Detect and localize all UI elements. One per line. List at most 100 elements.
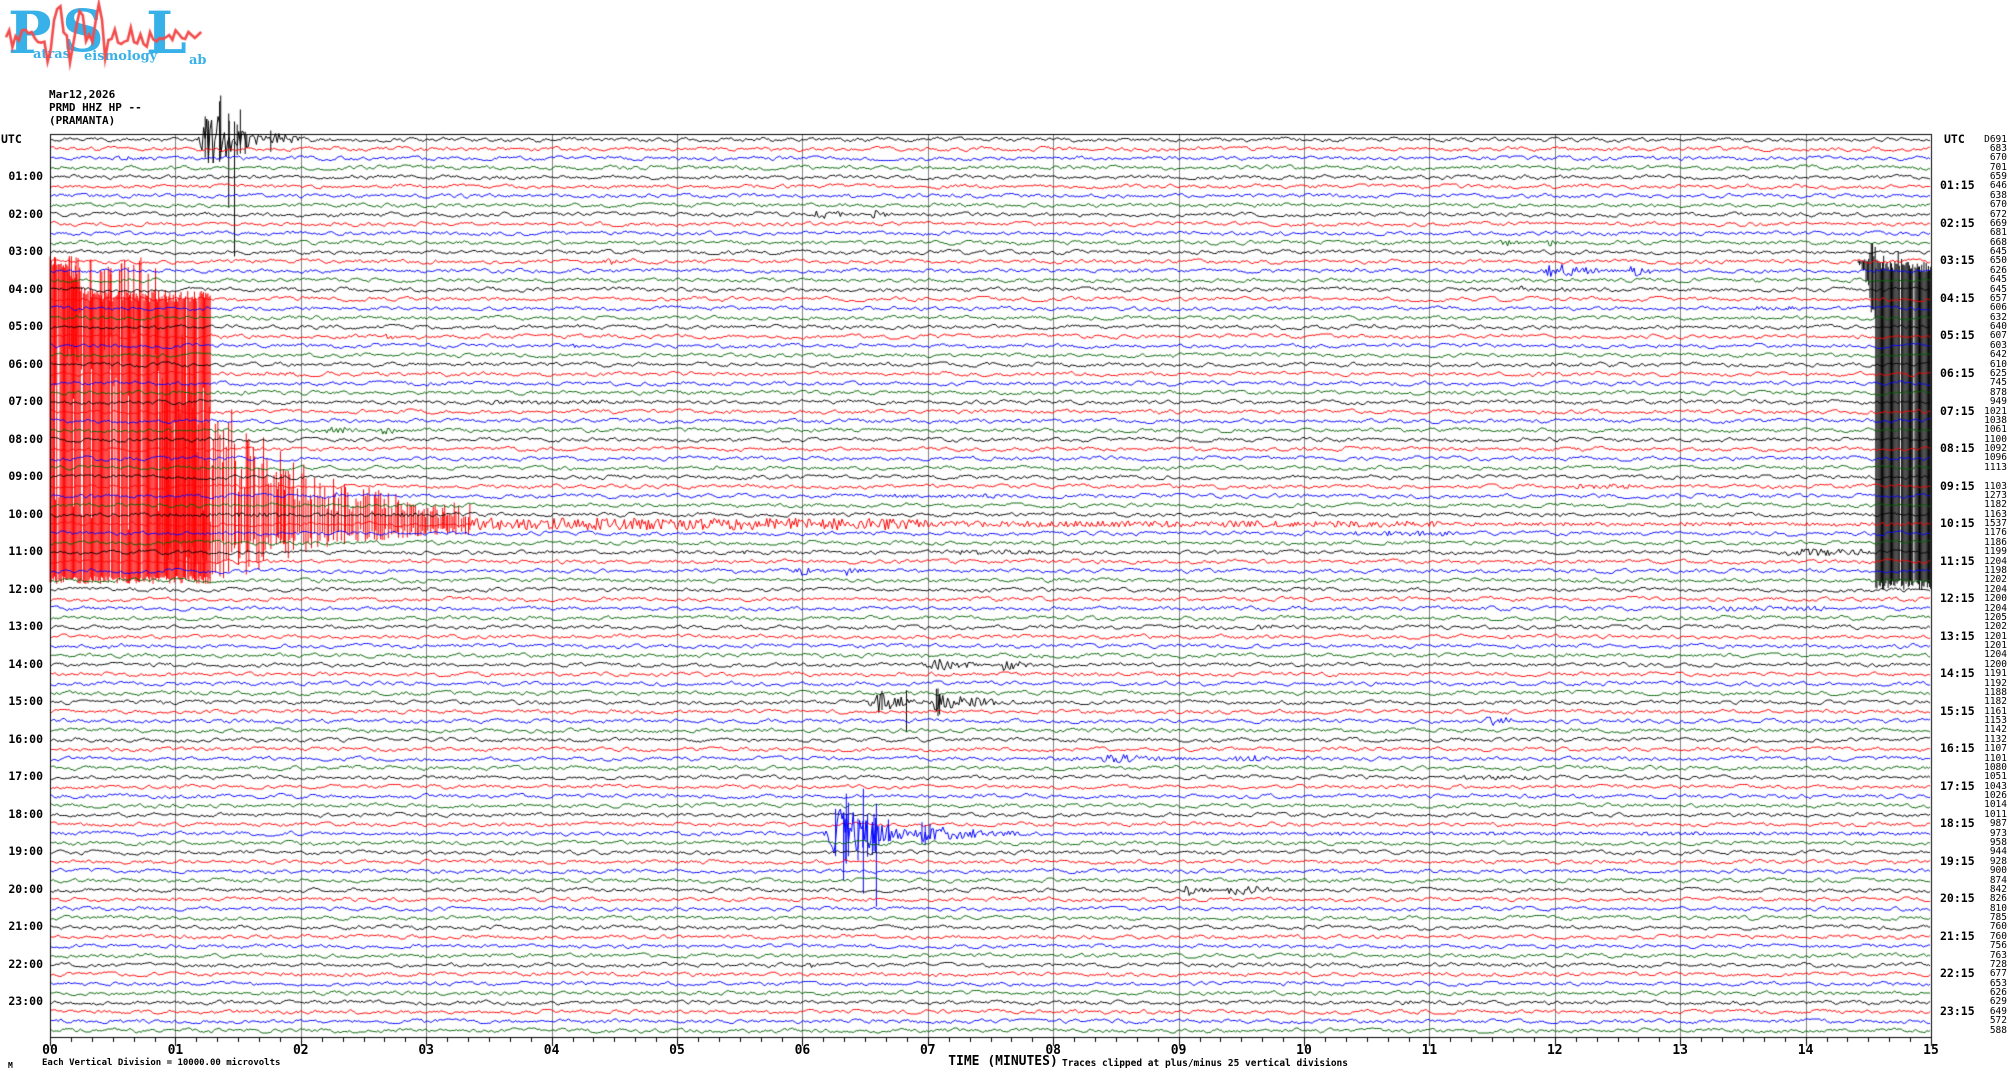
row-scale-value: 745 — [1989, 377, 2007, 389]
header-date: Mar12,2026 — [49, 88, 116, 101]
row-scale-value: 1198 — [1984, 564, 2007, 576]
row-scale-value: 785 — [1989, 912, 2007, 924]
hour-label-right-02:15: 02:15 — [1940, 215, 1975, 230]
row-scale-value: 1011 — [1984, 808, 2007, 820]
x-tick-label-03: 03 — [418, 1043, 435, 1058]
row-scale-value: 1200 — [1984, 658, 2007, 670]
row-scale-value: D691 — [1984, 133, 2007, 145]
row-scale-value: 638 — [1989, 189, 2007, 201]
row-scale-value: 944 — [1989, 846, 2007, 858]
row-scale-value: 677 — [1989, 968, 2007, 980]
row-scale-value: 1204 — [1984, 649, 2007, 661]
row-scale-value: 649 — [1989, 1005, 2007, 1017]
row-scale-value: 756 — [1989, 940, 2007, 952]
x-tick-label-14: 14 — [1797, 1043, 1814, 1058]
hour-label-left-18:00: 18:00 — [8, 806, 43, 821]
row-scale-value: 842 — [1989, 883, 2007, 895]
row-scale-value: 645 — [1989, 283, 2007, 295]
hour-label-left-23:00: 23:00 — [8, 994, 43, 1009]
vertical-division-note: Each Vertical Division = 10000.00 microv… — [42, 1058, 281, 1068]
row-scale-value: 928 — [1989, 855, 2007, 867]
row-scale-value: 1204 — [1984, 555, 2007, 567]
hour-label-left-20:00: 20:00 — [8, 881, 43, 896]
hour-label-right-18:15: 18:15 — [1940, 816, 1975, 831]
utc-label-right: UTC — [1944, 132, 1965, 146]
hour-label-left-13:00: 13:00 — [8, 619, 43, 634]
row-scale-value: 1537 — [1984, 518, 2007, 530]
row-scale-value: 610 — [1989, 358, 2007, 370]
hour-label-left-22:00: 22:00 — [8, 956, 43, 971]
row-scale-value: 1142 — [1984, 724, 2007, 736]
hour-label-left-04:00: 04:00 — [8, 281, 43, 296]
hour-label-right-23:15: 23:15 — [1940, 1003, 1975, 1018]
x-tick-label-00: 00 — [42, 1043, 58, 1058]
row-scale-value: 606 — [1989, 302, 2007, 314]
x-tick-label-01: 01 — [167, 1043, 184, 1058]
x-axis-title: TIME (MINUTES) — [948, 1054, 1058, 1069]
row-scale-value: 645 — [1989, 274, 2007, 286]
row-scale-value: 1192 — [1984, 677, 2007, 689]
row-scale-value: 1132 — [1984, 733, 2007, 745]
hour-label-left-11:00: 11:00 — [8, 544, 43, 559]
row-scale-value: 670 — [1989, 199, 2007, 211]
row-scale-value: 1163 — [1984, 508, 2007, 520]
hour-label-right-22:15: 22:15 — [1940, 966, 1975, 981]
hour-label-right-08:15: 08:15 — [1940, 441, 1975, 456]
row-scale-value: 669 — [1989, 217, 2007, 229]
x-tick-label-13: 13 — [1672, 1043, 1689, 1058]
hour-label-right-19:15: 19:15 — [1940, 853, 1975, 868]
x-tick-label-15: 15 — [1923, 1043, 1939, 1058]
row-scale-value: 1038 — [1984, 414, 2007, 426]
row-scale-value: 763 — [1989, 949, 2007, 961]
row-scale-value: 670 — [1989, 152, 2007, 164]
row-scale-value: 1202 — [1984, 621, 2007, 633]
x-tick-label-04: 04 — [543, 1043, 560, 1058]
row-scale-value: 1051 — [1984, 771, 2007, 783]
row-scale-value: 1273 — [1984, 489, 2007, 501]
row-scale-value: 642 — [1989, 349, 2007, 361]
hour-label-left-21:00: 21:00 — [8, 919, 43, 934]
clip-note: Traces clipped at plus/minus 25 vertical… — [1062, 1058, 1348, 1069]
row-scale-value: 607 — [1989, 330, 2007, 342]
row-scale-value: 1113 — [1984, 461, 2007, 473]
row-scale-value: 1100 — [1984, 433, 2007, 445]
hour-label-right-06:15: 06:15 — [1940, 366, 1975, 380]
hour-label-right-10:15: 10:15 — [1940, 516, 1975, 531]
row-scale-value: 1204 — [1984, 602, 2007, 614]
hour-label-left-14:00: 14:00 — [8, 656, 43, 671]
hour-label-right-17:15: 17:15 — [1940, 778, 1975, 793]
utc-label-left: UTC — [1, 132, 22, 146]
row-scale-value: 874 — [1989, 874, 2007, 886]
row-scale-value: 1092 — [1984, 443, 2007, 455]
row-scale-value: 1061 — [1984, 424, 2007, 436]
row-scale-value: 640 — [1989, 321, 2007, 333]
hour-label-left-03:00: 03:00 — [8, 244, 43, 259]
row-scale-value: 1014 — [1984, 799, 2007, 811]
row-scale-value: 1021 — [1984, 405, 2007, 417]
row-scale-value: 626 — [1989, 264, 2007, 276]
row-scale-value: 1161 — [1984, 705, 2007, 717]
hour-label-left-02:00: 02:00 — [8, 206, 43, 221]
row-scale-value: 1182 — [1984, 696, 2007, 708]
x-tick-label-12: 12 — [1546, 1043, 1563, 1058]
hour-label-left-17:00: 17:00 — [8, 769, 43, 784]
row-scale-value: 728 — [1989, 958, 2007, 970]
x-tick-label-06: 06 — [794, 1043, 811, 1058]
hour-label-right-16:15: 16:15 — [1940, 741, 1975, 756]
row-scale-value: 1200 — [1984, 593, 2007, 605]
row-scale-value: 1043 — [1984, 780, 2007, 792]
hour-label-right-20:15: 20:15 — [1940, 891, 1975, 906]
row-scale-value: 659 — [1989, 171, 2007, 183]
x-tick-label-09: 09 — [1170, 1043, 1187, 1058]
row-scale-value: 646 — [1989, 180, 2007, 192]
row-scale-value: 1188 — [1984, 686, 2007, 698]
hour-label-right-01:15: 01:15 — [1940, 178, 1975, 193]
hour-label-right-13:15: 13:15 — [1940, 628, 1975, 643]
header-location: (PRAMANTA) — [49, 114, 116, 127]
x-tick-label-11: 11 — [1421, 1043, 1438, 1058]
row-scale-value: 1182 — [1984, 499, 2007, 511]
hour-label-right-03:15: 03:15 — [1940, 253, 1975, 268]
row-scale-value: 588 — [1989, 1024, 2007, 1036]
row-scale-value: 668 — [1989, 236, 2007, 248]
